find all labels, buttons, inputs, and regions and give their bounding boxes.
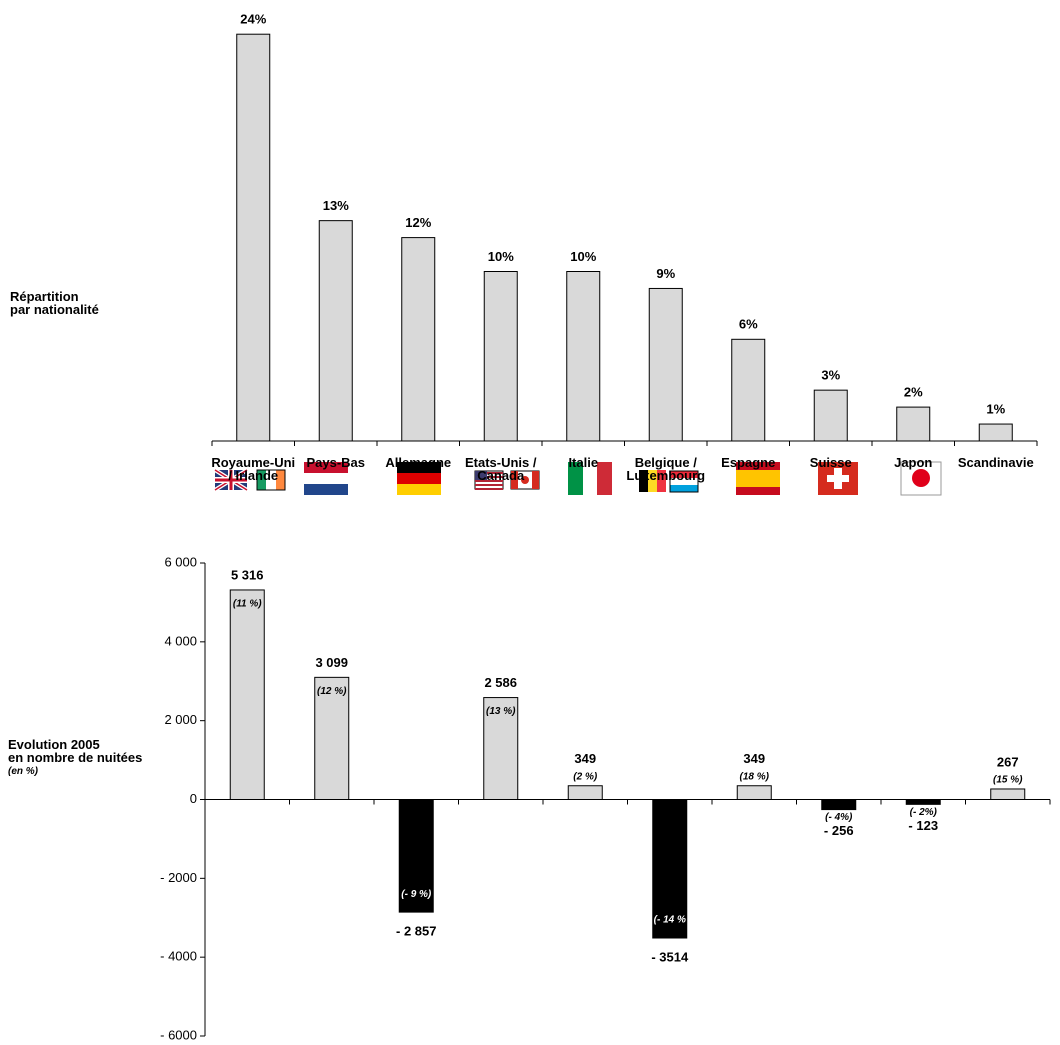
growth-label: (2 %) bbox=[573, 771, 598, 782]
y-tick-label: - 4000 bbox=[160, 949, 197, 964]
category-label: Scandinavie bbox=[957, 455, 1034, 470]
value-label: 1% bbox=[986, 401, 1005, 416]
flag-netherlands bbox=[304, 462, 348, 495]
panel-subtitle: (en %) bbox=[8, 766, 38, 777]
bar bbox=[896, 406, 931, 442]
value-label: 10% bbox=[570, 249, 596, 264]
flag-spain bbox=[736, 462, 780, 495]
bar bbox=[648, 287, 683, 442]
bar bbox=[567, 785, 603, 801]
flag-usa bbox=[474, 470, 504, 490]
bar bbox=[736, 785, 772, 801]
y-tick-label: 4 000 bbox=[164, 633, 197, 648]
flags bbox=[213, 461, 942, 496]
bar bbox=[401, 237, 436, 442]
bar bbox=[905, 799, 941, 805]
growth-label: (- 2%) bbox=[910, 807, 938, 818]
category-label: Japon bbox=[894, 455, 933, 470]
growth-label: (13 %) bbox=[486, 706, 516, 717]
panel-title: Répartition par nationalité bbox=[10, 289, 99, 317]
bar bbox=[483, 697, 519, 800]
bar bbox=[318, 220, 353, 442]
flag-uk bbox=[213, 468, 249, 492]
flag-luxembourg bbox=[669, 470, 699, 493]
category-label: Etats-Unis / Canada bbox=[464, 455, 537, 483]
bar bbox=[821, 799, 857, 811]
bar bbox=[731, 338, 766, 442]
y-tick-label: 0 bbox=[190, 791, 197, 806]
value-label: 267 bbox=[997, 754, 1019, 769]
flag-japan bbox=[900, 461, 942, 496]
value-label: - 123 bbox=[908, 818, 938, 833]
growth-label: (- 4%) bbox=[825, 812, 853, 823]
category-label: Royaume-Uni / Irlande bbox=[211, 455, 296, 483]
growth-label: (18 %) bbox=[740, 771, 770, 782]
flag-ireland bbox=[256, 469, 286, 491]
flag-switzerland bbox=[818, 462, 858, 495]
bar bbox=[990, 788, 1026, 801]
value-label: 3% bbox=[821, 368, 840, 383]
bar bbox=[229, 589, 265, 800]
bar bbox=[652, 799, 688, 939]
category-label: Allemagne bbox=[385, 455, 452, 470]
growth-label: (- 14 % bbox=[654, 915, 686, 926]
flag-germany bbox=[397, 462, 441, 495]
value-label: 5 316 bbox=[231, 567, 264, 582]
bar bbox=[483, 271, 518, 442]
value-label: - 3514 bbox=[651, 949, 689, 964]
bar bbox=[566, 271, 601, 442]
value-label: 2 586 bbox=[484, 675, 517, 690]
value-label: 9% bbox=[656, 266, 675, 281]
y-tick-label: 6 000 bbox=[164, 554, 197, 569]
value-label: 12% bbox=[405, 215, 431, 230]
growth-label: (11 %) bbox=[233, 599, 262, 610]
value-label: 2% bbox=[904, 385, 923, 400]
category-label: Pays-Bas bbox=[306, 455, 366, 470]
category-label: Italie bbox=[568, 455, 599, 470]
category-label: Espagne bbox=[721, 455, 776, 470]
growth-label: (12 %) bbox=[317, 686, 347, 697]
bar bbox=[813, 389, 848, 442]
bar bbox=[314, 676, 350, 801]
value-label: 10% bbox=[488, 249, 514, 264]
category-label: Suisse bbox=[809, 455, 852, 470]
value-label: - 256 bbox=[824, 823, 854, 838]
value-label: 349 bbox=[743, 751, 765, 766]
value-label: 349 bbox=[574, 751, 596, 766]
y-tick-label: - 2000 bbox=[160, 870, 197, 885]
value-label: 13% bbox=[323, 198, 349, 213]
growth-label: (- 9 %) bbox=[401, 889, 432, 900]
y-tick-label: 2 000 bbox=[164, 712, 197, 727]
bar bbox=[978, 423, 1013, 442]
value-label: 6% bbox=[739, 317, 758, 332]
flag-canada bbox=[510, 470, 540, 490]
bar bbox=[398, 799, 434, 913]
flag-belgium bbox=[639, 470, 666, 492]
category-label: Belgique / Luxembourg bbox=[626, 455, 706, 483]
y-tick-label: - 6000 bbox=[160, 1027, 197, 1042]
panel-title: Evolution 2005 en nombre de nuitées bbox=[8, 737, 143, 765]
flag-italy bbox=[568, 462, 612, 495]
value-label: - 2 857 bbox=[396, 924, 436, 939]
value-label: 3 099 bbox=[315, 655, 348, 670]
value-label: 24% bbox=[240, 12, 266, 27]
growth-label: (15 %) bbox=[993, 775, 1023, 786]
bar bbox=[236, 33, 271, 442]
